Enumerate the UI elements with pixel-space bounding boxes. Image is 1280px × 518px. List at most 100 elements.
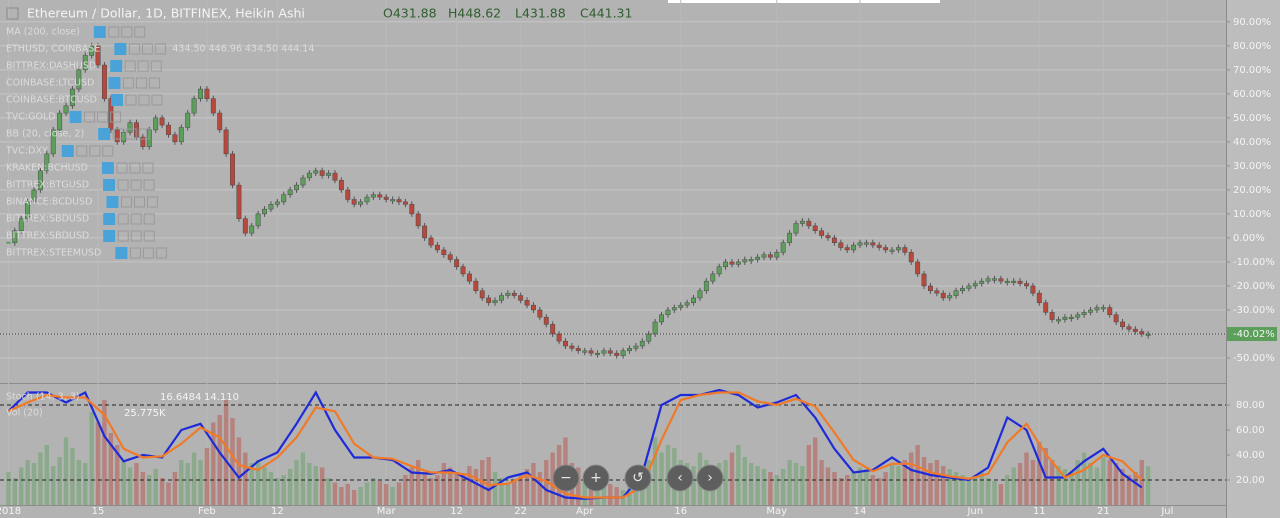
zoom-out[interactable] [552, 464, 580, 492]
study-button [97, 111, 109, 123]
study-settings [114, 43, 127, 55]
reset[interactable] [624, 464, 652, 492]
volume-bar [787, 460, 792, 505]
study-button [142, 247, 154, 259]
candle-body [274, 201, 280, 205]
volume-bar [275, 478, 280, 505]
candle-body [723, 261, 729, 267]
candle-body [767, 254, 773, 258]
stoch [0, 388, 1226, 500]
candle-body [1075, 314, 1081, 318]
x-tick-label: 22 [514, 506, 527, 517]
volume-bar [883, 472, 888, 505]
candle-body [511, 292, 517, 296]
volume-bar [1101, 457, 1106, 505]
volume-legend: Vol (20) [6, 408, 43, 419]
x-tick-label: 15 [92, 506, 105, 517]
volume-bar [1005, 475, 1010, 505]
volume-bar [294, 460, 299, 505]
study-button [138, 128, 150, 140]
volume-bar [115, 445, 120, 505]
volume-bar [877, 478, 882, 505]
candle-body [703, 280, 709, 292]
candle-body [1011, 280, 1017, 283]
candle-body [812, 225, 818, 231]
x-tick-label: 14 [854, 506, 867, 517]
study-button [135, 77, 147, 89]
ohlc-open: O431.88 [383, 6, 437, 21]
volume-bar [576, 467, 581, 505]
y-tick-label: -30.00% [1233, 305, 1275, 316]
volume [6, 400, 1151, 505]
study-label: TVC:GOLD [5, 112, 56, 123]
study-button [129, 162, 141, 174]
volume-bar [902, 460, 908, 505]
study-button [125, 128, 137, 140]
candle-body [1017, 280, 1023, 284]
volume-bar [166, 482, 171, 505]
candle-body [287, 189, 293, 195]
candle-body [479, 290, 485, 299]
volume-value: 25.775K [124, 408, 166, 419]
candle-body [582, 350, 588, 353]
volume-bar [1069, 472, 1074, 505]
candle-body [351, 199, 357, 205]
scroll-right[interactable] [696, 464, 724, 492]
volume-bar [44, 445, 50, 505]
candle-body [473, 280, 479, 292]
volume-bar [748, 463, 754, 505]
volume-bar [102, 400, 107, 505]
volume-bar [172, 472, 178, 505]
candle-body [210, 98, 216, 114]
volume-bar [659, 452, 664, 505]
study-settings [110, 94, 123, 106]
y-tick-label: 40.00% [1233, 137, 1271, 148]
zoom-in[interactable] [582, 464, 610, 492]
collapse-button[interactable] [6, 7, 19, 20]
candle-body [563, 340, 568, 347]
candle-body [806, 220, 812, 227]
volume-bar [57, 457, 62, 505]
volume-bar [1133, 472, 1138, 505]
y-tick-label: 80.00 [1236, 400, 1265, 411]
candle-body [262, 208, 267, 215]
scroll-left[interactable] [666, 464, 694, 492]
x-tick-label: 21 [1097, 506, 1110, 517]
volume-bar [339, 487, 344, 505]
candle-body [915, 261, 921, 275]
volume-bar [153, 469, 158, 505]
volume-bar [89, 412, 94, 505]
study-button [110, 111, 122, 123]
volume-bar [1145, 466, 1151, 505]
candle-body [313, 170, 319, 174]
volume-bar [1088, 463, 1093, 505]
candle-body [1145, 333, 1151, 336]
study-button [134, 26, 146, 38]
candle-body [127, 122, 133, 133]
candle-body [18, 218, 24, 231]
candle-body [217, 112, 223, 131]
candle-body [716, 266, 722, 275]
study-label: ETHUSD, COINBASE [6, 44, 100, 55]
candle-body [121, 132, 127, 143]
candle-body [434, 244, 440, 251]
candle-body [466, 273, 472, 282]
study-button [146, 196, 158, 208]
candle-body [390, 199, 396, 202]
volume-bar [524, 469, 530, 505]
candle-body [1036, 292, 1042, 304]
candle-body [857, 242, 863, 246]
study-settings [98, 128, 111, 140]
candle-body [31, 189, 37, 203]
volume-bar [845, 475, 850, 505]
candle-body [402, 201, 408, 205]
study-settings [110, 60, 123, 72]
volume-bar [601, 482, 607, 505]
volume-bar [486, 457, 491, 505]
volume-bar [512, 481, 517, 505]
volume-bar [377, 481, 382, 505]
volume-bar [595, 481, 600, 505]
study-button [125, 94, 137, 106]
navigation: − + ↺ ‹ › [552, 464, 724, 492]
icon: − [560, 470, 572, 486]
